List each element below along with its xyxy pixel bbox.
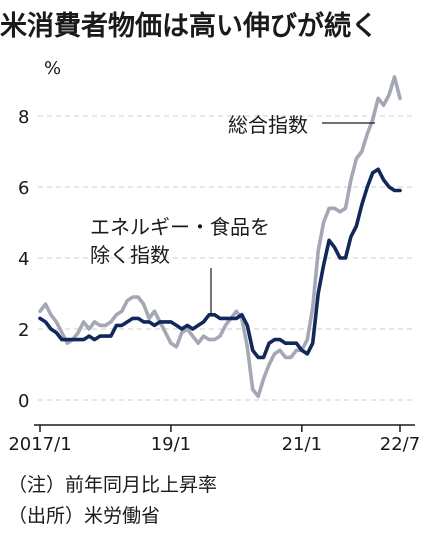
axis-layer: 0 2 4 6 8 2017/1 19/1 21/1 22/7 [8, 107, 420, 455]
x-tick-label: 22/7 [380, 434, 420, 455]
x-tick-label: 21/1 [282, 434, 322, 455]
note-source: （出所）米労働省 [8, 505, 161, 527]
series-line-headline [38, 75, 402, 399]
legend-label-core: エネルギー・食品を [90, 215, 270, 239]
series-line-core [38, 167, 402, 360]
y-tick-label: 0 [18, 391, 29, 412]
y-tick-label: 2 [18, 320, 29, 341]
legend-label-headline: 総合指数 [228, 113, 308, 137]
note-basis: （注）前年同月比上昇率 [8, 474, 218, 496]
y-unit-label: % [44, 58, 61, 79]
y-tick-label: 6 [18, 178, 29, 199]
y-tick-label: 8 [18, 107, 29, 128]
chart-title: 米消費者物価は高い伸びが続く [0, 11, 378, 42]
x-tick-label: 19/1 [151, 434, 191, 455]
y-tick-label: 4 [18, 249, 29, 270]
x-tick-label: 2017/1 [8, 434, 71, 455]
legend-label-core-line2: 除く指数 [90, 243, 170, 267]
series-layer [38, 75, 402, 399]
